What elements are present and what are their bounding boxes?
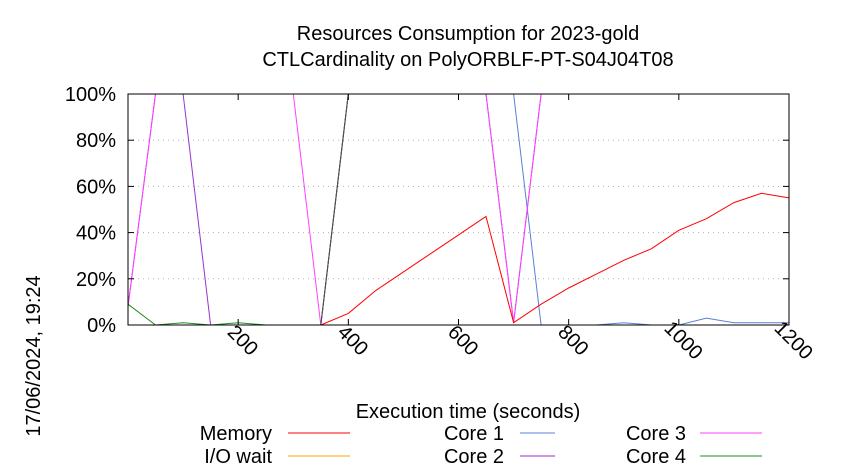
x-axis-ticks: 200 400 600 800 1000 1200 bbox=[223, 94, 817, 364]
timestamp: 17/06/2024, 19:24 bbox=[23, 275, 45, 436]
x-tick-label: 800 bbox=[553, 321, 592, 360]
series-lines bbox=[127, 93, 790, 326]
legend-label: I/O wait bbox=[204, 446, 272, 468]
y-tick-label: 0% bbox=[87, 315, 116, 337]
series-line-core-3 bbox=[127, 93, 789, 326]
y-tick-label: 40% bbox=[76, 223, 116, 245]
grid bbox=[128, 139, 789, 280]
series-line-core-4 bbox=[127, 93, 789, 326]
series-line-core-1 bbox=[128, 93, 789, 326]
legend-label: Core 3 bbox=[626, 423, 686, 445]
legend-label: Core 4 bbox=[626, 446, 686, 468]
y-tick-label: 60% bbox=[76, 176, 116, 198]
series-line-core-2 bbox=[127, 93, 789, 326]
x-axis-label: Execution time (seconds) bbox=[356, 401, 581, 423]
y-axis-ticks: 0% 20% 40% 60% 80% 100% bbox=[65, 84, 789, 337]
legend-label: Core 1 bbox=[444, 423, 504, 445]
overlay-line bbox=[320, 93, 349, 326]
legend-label: Core 2 bbox=[444, 446, 504, 468]
x-tick-label: 1200 bbox=[770, 317, 817, 364]
y-tick-label: 100% bbox=[65, 84, 116, 106]
y-tick-label: 80% bbox=[76, 130, 116, 152]
chart-subtitle: CTLCardinality on PolyORBLF-PT-S04J04T08 bbox=[262, 49, 673, 71]
series-line-memory bbox=[128, 192, 790, 326]
x-tick-label: 600 bbox=[443, 321, 482, 360]
legend-label: Memory bbox=[200, 423, 272, 445]
chart-title: Resources Consumption for 2023-gold bbox=[297, 23, 639, 45]
x-tick-label: 200 bbox=[223, 321, 262, 360]
x-tick-label: 1000 bbox=[660, 317, 707, 364]
y-tick-label: 20% bbox=[76, 269, 116, 291]
x-tick-label: 400 bbox=[333, 321, 372, 360]
plot-frame bbox=[127, 93, 790, 326]
